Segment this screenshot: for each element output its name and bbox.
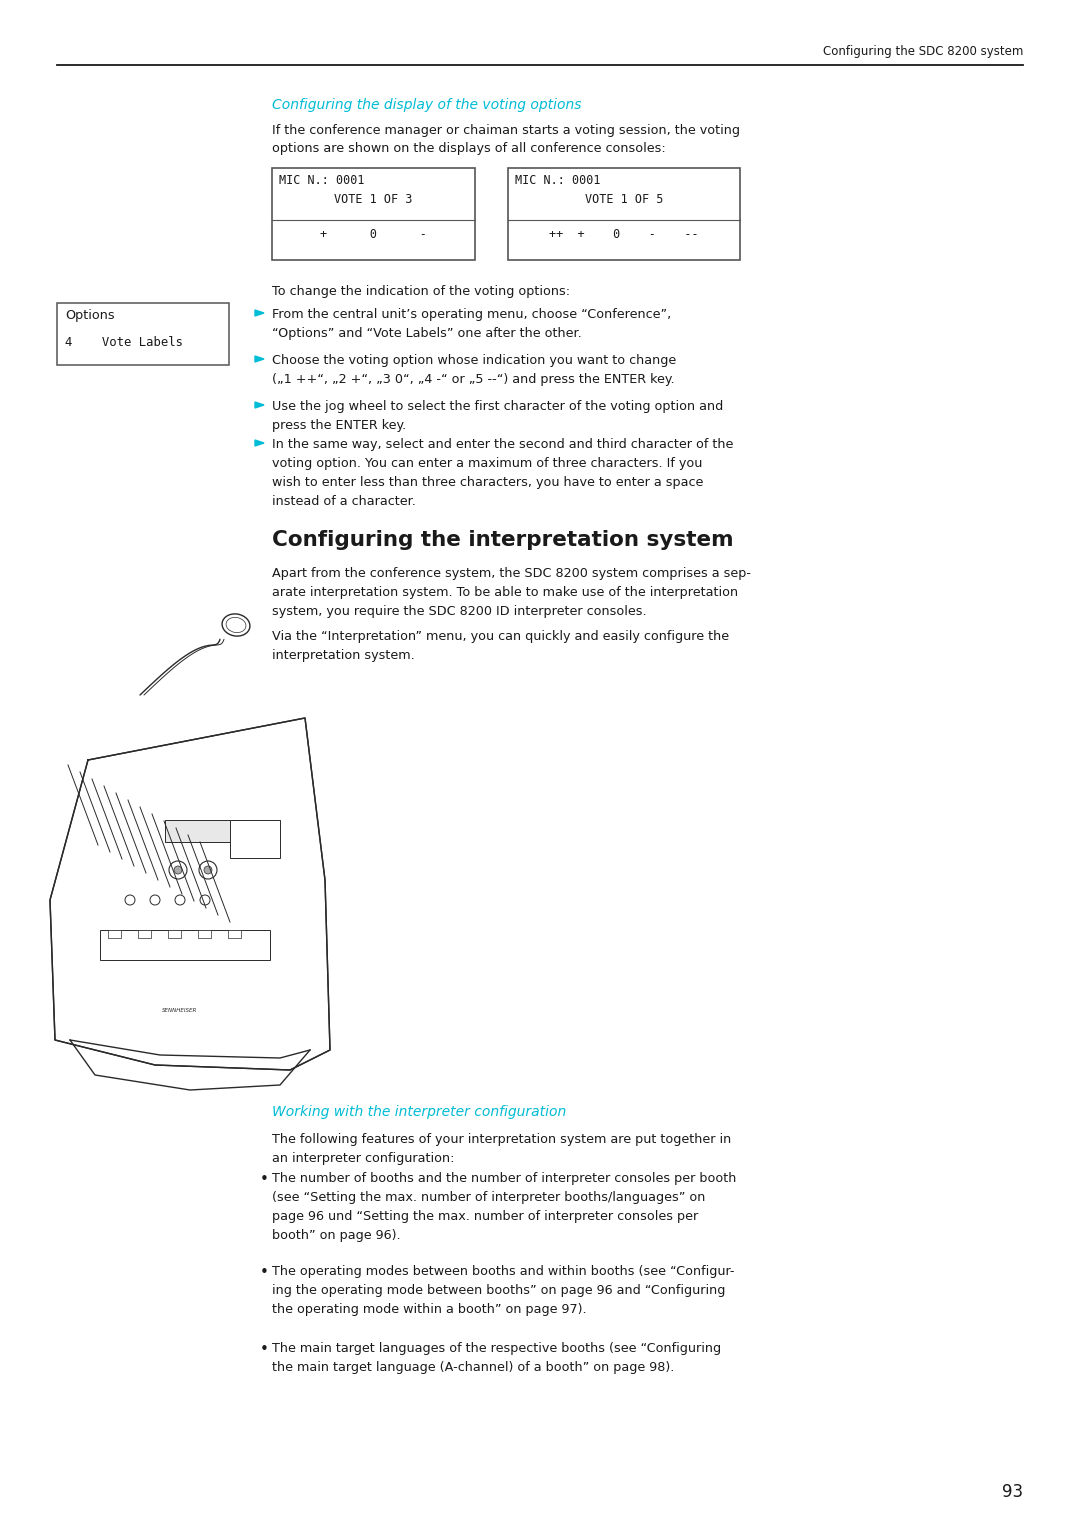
Text: the operating mode within a booth” on page 97).: the operating mode within a booth” on pa… xyxy=(272,1303,586,1316)
Text: In the same way, select and enter the second and third character of the: In the same way, select and enter the se… xyxy=(272,439,733,451)
Circle shape xyxy=(150,895,160,905)
Bar xyxy=(272,168,475,260)
Polygon shape xyxy=(50,718,330,1070)
Text: From the central unit’s operating menu, choose “Conference”,: From the central unit’s operating menu, … xyxy=(272,309,672,321)
Bar xyxy=(508,168,740,260)
Text: “Options” and “Vote Labels” one after the other.: “Options” and “Vote Labels” one after th… xyxy=(272,327,582,341)
Text: interpretation system.: interpretation system. xyxy=(272,649,415,662)
Text: The number of booths and the number of interpreter consoles per booth: The number of booths and the number of i… xyxy=(272,1172,737,1186)
Text: arate interpretation system. To be able to make use of the interpretation: arate interpretation system. To be able … xyxy=(272,587,738,599)
Circle shape xyxy=(199,860,217,879)
Polygon shape xyxy=(255,356,264,362)
Text: MIC N.: 0001: MIC N.: 0001 xyxy=(515,174,600,186)
Text: To change the indication of the voting options:: To change the indication of the voting o… xyxy=(272,286,570,298)
Polygon shape xyxy=(255,440,264,446)
Circle shape xyxy=(168,860,187,879)
Circle shape xyxy=(174,866,183,874)
Text: 4    Vote Labels: 4 Vote Labels xyxy=(65,336,183,348)
Bar xyxy=(108,931,121,938)
Text: Use the jog wheel to select the first character of the voting option and: Use the jog wheel to select the first ch… xyxy=(272,400,724,413)
Text: +      0      -: + 0 - xyxy=(320,228,427,241)
Text: ++  +    0    -    --: ++ + 0 - -- xyxy=(550,228,699,241)
Text: Apart from the conference system, the SDC 8200 system comprises a sep-: Apart from the conference system, the SD… xyxy=(272,567,751,581)
Text: •: • xyxy=(260,1172,269,1187)
Bar xyxy=(57,303,229,365)
Circle shape xyxy=(175,895,185,905)
Circle shape xyxy=(200,895,210,905)
Text: VOTE 1 OF 5: VOTE 1 OF 5 xyxy=(584,193,663,206)
Text: wish to enter less than three characters, you have to enter a space: wish to enter less than three characters… xyxy=(272,477,703,489)
Text: If the conference manager or chaiman starts a voting session, the voting: If the conference manager or chaiman sta… xyxy=(272,124,740,138)
Circle shape xyxy=(125,895,135,905)
Text: (see “Setting the max. number of interpreter booths/languages” on: (see “Setting the max. number of interpr… xyxy=(272,1190,705,1204)
Text: •: • xyxy=(260,1342,269,1357)
Text: ing the operating mode between booths” on page 96 and “Configuring: ing the operating mode between booths” o… xyxy=(272,1284,726,1297)
Text: Choose the voting option whose indication you want to change: Choose the voting option whose indicatio… xyxy=(272,354,676,367)
Polygon shape xyxy=(255,402,264,408)
Text: booth” on page 96).: booth” on page 96). xyxy=(272,1229,401,1242)
Ellipse shape xyxy=(222,614,249,636)
Text: Via the “Interpretation” menu, you can quickly and easily configure the: Via the “Interpretation” menu, you can q… xyxy=(272,630,729,643)
Text: The following features of your interpretation system are put together in: The following features of your interpret… xyxy=(272,1132,731,1146)
Text: The main target languages of the respective booths (see “Configuring: The main target languages of the respect… xyxy=(272,1342,721,1355)
Text: •: • xyxy=(260,1265,269,1280)
Text: MIC N.: 0001: MIC N.: 0001 xyxy=(279,174,365,186)
Bar xyxy=(138,931,151,938)
Bar xyxy=(100,931,270,960)
Bar xyxy=(228,931,241,938)
Text: options are shown on the displays of all conference consoles:: options are shown on the displays of all… xyxy=(272,142,665,154)
Text: Configuring the interpretation system: Configuring the interpretation system xyxy=(272,530,733,550)
Text: Options: Options xyxy=(65,309,114,322)
Text: („1 ++“, „2 +“, „3 0“, „4 -“ or „5 --“) and press the ENTER key.: („1 ++“, „2 +“, „3 0“, „4 -“ or „5 --“) … xyxy=(272,373,675,387)
Text: VOTE 1 OF 3: VOTE 1 OF 3 xyxy=(334,193,413,206)
Text: press the ENTER key.: press the ENTER key. xyxy=(272,419,406,432)
Text: Configuring the display of the voting options: Configuring the display of the voting op… xyxy=(272,98,581,112)
Text: 93: 93 xyxy=(1002,1484,1023,1500)
Text: the main target language (A-channel) of a booth” on page 98).: the main target language (A-channel) of … xyxy=(272,1361,674,1374)
Text: voting option. You can enter a maximum of three characters. If you: voting option. You can enter a maximum o… xyxy=(272,457,702,471)
Text: SENNHEISER: SENNHEISER xyxy=(162,1007,198,1013)
Text: The operating modes between booths and within booths (see “Configur-: The operating modes between booths and w… xyxy=(272,1265,734,1277)
Text: Working with the interpreter configuration: Working with the interpreter configurati… xyxy=(272,1105,566,1118)
Text: page 96 und “Setting the max. number of interpreter consoles per: page 96 und “Setting the max. number of … xyxy=(272,1210,699,1222)
Ellipse shape xyxy=(226,617,246,633)
Text: Configuring the SDC 8200 system: Configuring the SDC 8200 system xyxy=(823,46,1023,58)
Bar xyxy=(168,931,181,938)
Circle shape xyxy=(204,866,212,874)
Text: system, you require the SDC 8200 ID interpreter consoles.: system, you require the SDC 8200 ID inte… xyxy=(272,605,647,617)
Bar xyxy=(198,931,211,938)
Bar xyxy=(165,821,245,842)
Bar xyxy=(230,821,280,859)
Text: instead of a character.: instead of a character. xyxy=(272,495,416,507)
Text: an interpreter configuration:: an interpreter configuration: xyxy=(272,1152,455,1164)
Polygon shape xyxy=(255,310,264,316)
